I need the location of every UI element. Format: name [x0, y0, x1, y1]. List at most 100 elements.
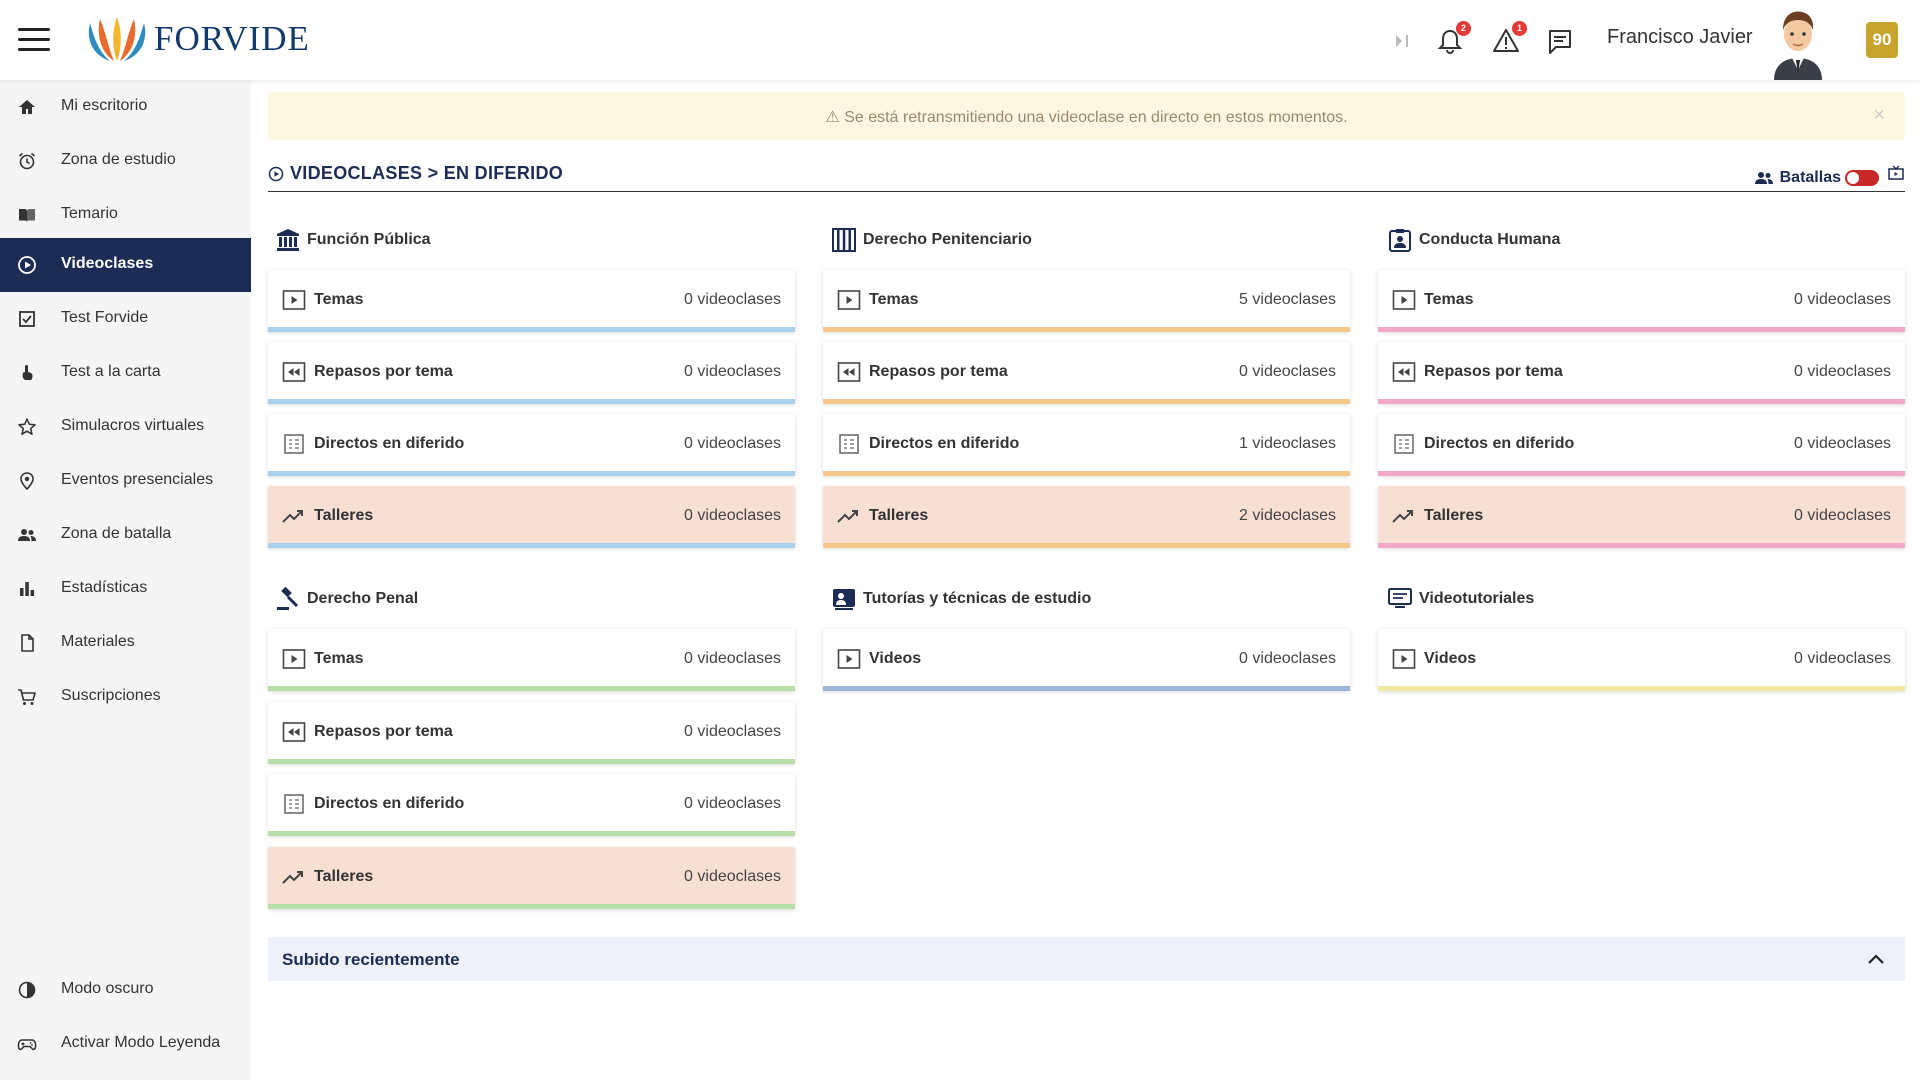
recently-uploaded-panel[interactable]: Subido recientemente — [268, 937, 1905, 981]
card-videotutoriales-videos[interactable]: Videos 0 videoclases — [1378, 629, 1905, 691]
card-count: 0 videoclases — [1794, 291, 1891, 308]
sidebar-item-modo-oscuro[interactable]: Modo oscuro — [0, 963, 251, 1017]
hand-icon — [22, 365, 33, 380]
card-derecho-penitenciario-repasos[interactable]: Repasos por tema 0 videoclases — [823, 342, 1350, 404]
card-funcion-publica-temas[interactable]: Temas 0 videoclases — [268, 270, 795, 332]
checkbox-icon — [19, 311, 35, 327]
avatar[interactable] — [1768, 4, 1828, 80]
category-title-conducta-humana: Conducta Humana — [1387, 227, 1560, 253]
trending-up-icon — [282, 871, 303, 884]
card-tutorias-videos[interactable]: Videos 0 videoclases — [823, 629, 1350, 691]
category-title-label: Derecho Penal — [307, 590, 419, 607]
category-title-derecho-penitenciario: Derecho Penitenciario — [831, 227, 1032, 253]
category-title-label: Función Pública — [307, 231, 431, 248]
sidebar-item-zona-de-batalla[interactable]: Zona de batalla — [0, 508, 251, 562]
battles-toggle[interactable] — [1845, 170, 1879, 186]
sidebar-item-label: Temario — [61, 205, 118, 222]
close-icon[interactable]: × — [1873, 104, 1885, 126]
card-label: Temas — [314, 291, 364, 308]
page-header: VIDEOCLASES > EN DIFERIDO Batallas — [268, 162, 1905, 192]
rewind-icon — [1392, 362, 1416, 382]
card-count: 0 videoclases — [1239, 363, 1336, 380]
calendar-grid-icon — [284, 434, 304, 454]
people-icon — [1754, 172, 1773, 184]
page-title: VIDEOCLASES > EN DIFERIDO — [290, 163, 564, 183]
sidebar-item-label: Activar Modo Leyenda — [61, 1034, 221, 1051]
card-count: 0 videoclases — [684, 868, 781, 885]
sidebar-item-test-a-la-carta[interactable]: Test a la carta — [0, 346, 251, 400]
score-badge[interactable]: 90 — [1866, 22, 1898, 58]
notifications-bell-icon[interactable]: 2 — [1434, 21, 1471, 57]
card-derecho-penal-talleres[interactable]: Talleres 0 videoclases — [268, 847, 795, 909]
category-title-funcion-publica: Función Pública — [275, 227, 431, 253]
category-title-label: Videotutoriales — [1419, 590, 1535, 607]
card-funcion-publica-talleres[interactable]: Talleres 0 videoclases — [268, 486, 795, 548]
sidebar-item-temario[interactable]: Temario — [0, 188, 251, 242]
sidebar-item-zona-de-estudio[interactable]: Zona de estudio — [0, 134, 251, 188]
card-label: Videos — [1424, 650, 1477, 667]
people-icon — [18, 529, 36, 541]
sidebar-item-label: Test a la carta — [61, 363, 161, 380]
card-derecho-penal-temas[interactable]: Temas 0 videoclases — [268, 629, 795, 691]
sidebar-item-label: Suscripciones — [61, 687, 161, 704]
sidebar-item-label: Videoclases — [61, 255, 154, 272]
sidebar-item-videoclases[interactable]: Videoclases — [0, 238, 251, 292]
warning-icon[interactable]: 1 — [1490, 21, 1527, 57]
card-accent-bar — [1378, 399, 1905, 404]
sidebar-item-label: Zona de batalla — [61, 525, 172, 542]
card-count: 0 videoclases — [1794, 435, 1891, 452]
card-derecho-penitenciario-directos[interactable]: Directos en diferido 1 videoclases — [823, 414, 1350, 476]
category-title-videotutoriales: Videotutoriales — [1387, 586, 1534, 612]
home-icon — [19, 100, 35, 114]
top-header: FORVIDE 2 1 Francisco Javier 90 — [0, 0, 1920, 80]
card-derecho-penal-directos[interactable]: Directos en diferido 0 videoclases — [268, 774, 795, 836]
card-accent-bar — [268, 686, 795, 691]
sidebar-item-label: Test Forvide — [61, 309, 149, 326]
chat-icon[interactable] — [1544, 25, 1576, 57]
card-conducta-humana-directos[interactable]: Directos en diferido 0 videoclases — [1378, 414, 1905, 476]
sidebar-item-materiales[interactable]: Materiales — [0, 616, 251, 670]
menu-icon[interactable] — [18, 28, 50, 52]
card-funcion-publica-directos[interactable]: Directos en diferido 0 videoclases — [268, 414, 795, 476]
logo[interactable]: FORVIDE — [84, 15, 310, 63]
card-label: Repasos por tema — [314, 723, 453, 740]
card-conducta-humana-temas[interactable]: Temas 0 videoclases — [1378, 270, 1905, 332]
card-accent-bar — [268, 831, 795, 836]
sidebar-item-simulacros-virtuales[interactable]: Simulacros virtuales — [0, 400, 251, 454]
card-conducta-humana-repasos[interactable]: Repasos por tema 0 videoclases — [1378, 342, 1905, 404]
battles-label: Batallas — [1779, 169, 1841, 186]
live-class-alert: ⚠ Se está retransmitiendo una videoclase… — [268, 92, 1905, 140]
sidebar-item-estadisticas[interactable]: Estadísticas — [0, 562, 251, 616]
sidebar-item-eventos-presenciales[interactable]: Eventos presenciales — [0, 454, 251, 508]
card-count: 0 videoclases — [1239, 650, 1336, 667]
skip-icon[interactable] — [1388, 25, 1420, 57]
sidebar-item-mi-escritorio[interactable]: Mi escritorio — [0, 80, 251, 134]
card-derecho-penitenciario-temas[interactable]: Temas 5 videoclases — [823, 270, 1350, 332]
tutor-icon — [833, 589, 855, 610]
tv-icon[interactable] — [1887, 165, 1905, 183]
location-icon — [20, 472, 34, 491]
card-label: Temas — [1424, 291, 1474, 308]
card-conducta-humana-talleres[interactable]: Talleres 0 videoclases — [1378, 486, 1905, 548]
user-name[interactable]: Francisco Javier — [1607, 26, 1753, 48]
card-count: 0 videoclases — [684, 291, 781, 308]
sidebar-item-test-forvide[interactable]: Test Forvide — [0, 292, 251, 346]
card-accent-bar — [268, 759, 795, 764]
sidebar-item-suscripciones[interactable]: Suscripciones — [0, 670, 251, 724]
alarm-icon — [18, 152, 36, 170]
calendar-grid-icon — [1394, 434, 1414, 454]
card-derecho-penal-repasos[interactable]: Repasos por tema 0 videoclases — [268, 702, 795, 764]
card-label: Talleres — [314, 507, 374, 524]
rewind-icon — [282, 362, 306, 382]
card-label: Temas — [314, 650, 364, 667]
chevron-up-icon[interactable] — [1867, 951, 1885, 967]
card-label: Directos en diferido — [869, 435, 1020, 452]
sidebar-item-modo-leyenda[interactable]: Activar Modo Leyenda — [0, 1017, 251, 1071]
play-square-icon — [282, 649, 306, 669]
card-derecho-penitenciario-talleres[interactable]: Talleres 2 videoclases — [823, 486, 1350, 548]
monitor-icon — [1388, 588, 1412, 608]
card-funcion-publica-repasos[interactable]: Repasos por tema 0 videoclases — [268, 342, 795, 404]
play-square-icon — [282, 290, 306, 310]
card-accent-bar — [1378, 686, 1905, 691]
gavel-icon — [277, 586, 299, 610]
